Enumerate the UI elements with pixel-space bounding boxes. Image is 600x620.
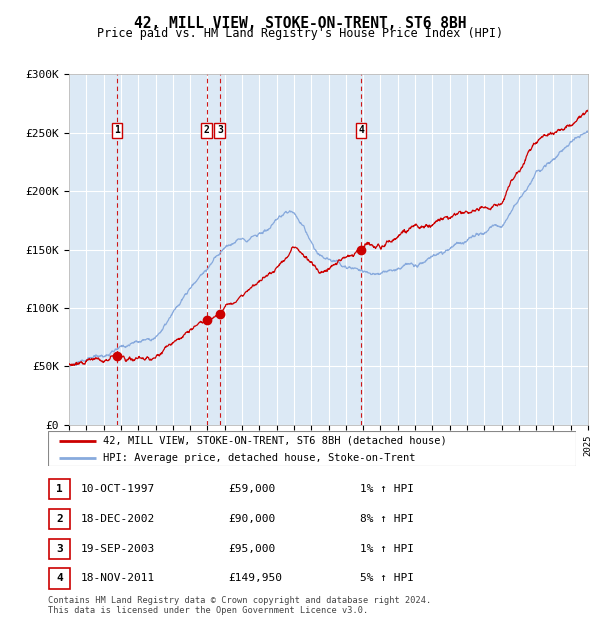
FancyBboxPatch shape	[48, 431, 576, 466]
Text: HPI: Average price, detached house, Stoke-on-Trent: HPI: Average price, detached house, Stok…	[103, 453, 416, 464]
Text: £149,950: £149,950	[228, 574, 282, 583]
Text: 2: 2	[204, 125, 209, 135]
FancyBboxPatch shape	[49, 539, 70, 559]
Text: 42, MILL VIEW, STOKE-ON-TRENT, ST6 8BH (detached house): 42, MILL VIEW, STOKE-ON-TRENT, ST6 8BH (…	[103, 436, 447, 446]
Text: 3: 3	[217, 125, 223, 135]
FancyBboxPatch shape	[49, 479, 70, 499]
Text: £95,000: £95,000	[228, 544, 275, 554]
Text: 1% ↑ HPI: 1% ↑ HPI	[360, 484, 414, 494]
Text: 1: 1	[56, 484, 63, 494]
Text: 5% ↑ HPI: 5% ↑ HPI	[360, 574, 414, 583]
Text: 1: 1	[114, 125, 120, 135]
Text: £59,000: £59,000	[228, 484, 275, 494]
Text: £90,000: £90,000	[228, 514, 275, 524]
Text: 4: 4	[56, 574, 63, 583]
Text: 3: 3	[56, 544, 63, 554]
Text: 18-DEC-2002: 18-DEC-2002	[81, 514, 155, 524]
Text: Contains HM Land Registry data © Crown copyright and database right 2024.
This d: Contains HM Land Registry data © Crown c…	[48, 596, 431, 615]
Text: 10-OCT-1997: 10-OCT-1997	[81, 484, 155, 494]
Text: 1% ↑ HPI: 1% ↑ HPI	[360, 544, 414, 554]
Text: 19-SEP-2003: 19-SEP-2003	[81, 544, 155, 554]
Text: 4: 4	[358, 125, 364, 135]
Text: 8% ↑ HPI: 8% ↑ HPI	[360, 514, 414, 524]
Text: 2: 2	[56, 514, 63, 524]
Text: Price paid vs. HM Land Registry's House Price Index (HPI): Price paid vs. HM Land Registry's House …	[97, 27, 503, 40]
Text: 18-NOV-2011: 18-NOV-2011	[81, 574, 155, 583]
FancyBboxPatch shape	[49, 509, 70, 529]
FancyBboxPatch shape	[49, 569, 70, 588]
Text: 42, MILL VIEW, STOKE-ON-TRENT, ST6 8BH: 42, MILL VIEW, STOKE-ON-TRENT, ST6 8BH	[134, 16, 466, 30]
